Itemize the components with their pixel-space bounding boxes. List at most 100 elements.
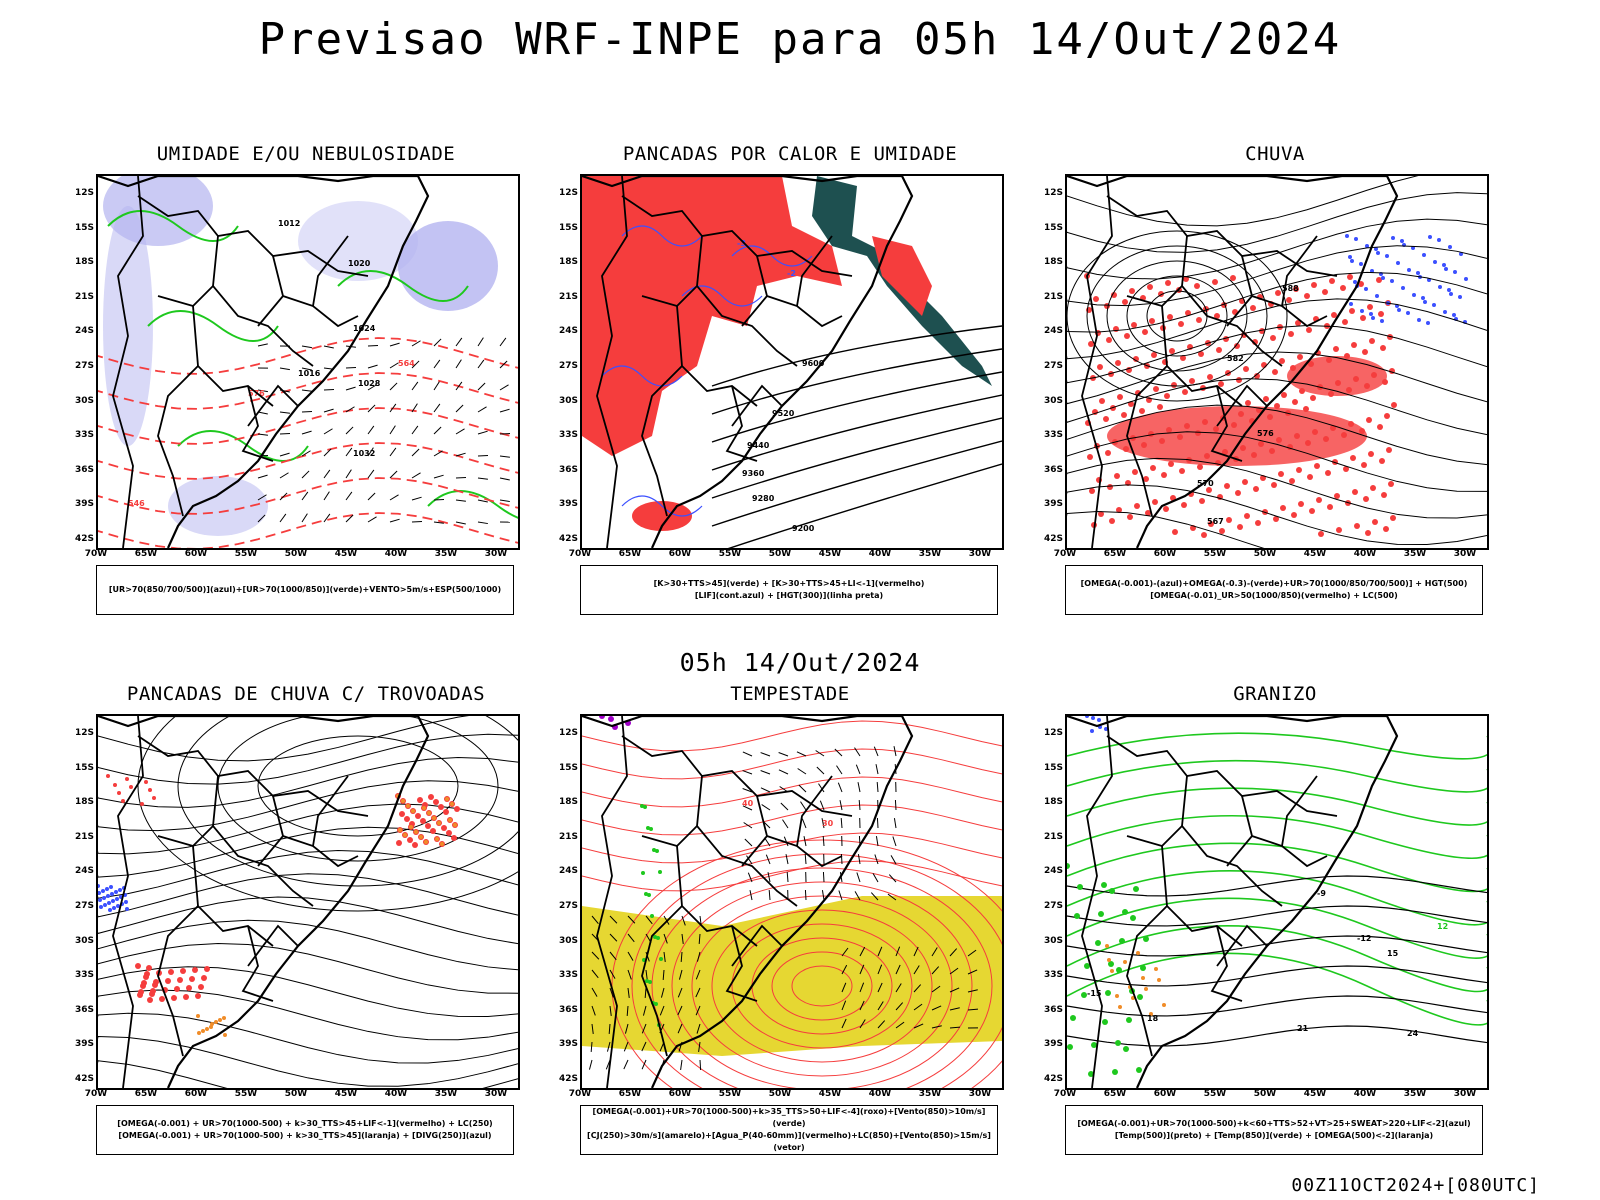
- rain-area: [1386, 447, 1392, 453]
- contour-label: 30: [822, 819, 834, 828]
- rain-area: [1224, 483, 1230, 489]
- omega-area: [1345, 234, 1349, 238]
- panel-title: UMIDADE E/OU NEBULOSIDADE: [156, 143, 456, 165]
- streamline: [98, 966, 518, 1017]
- lifted-index-contour: [601, 365, 683, 387]
- rain-area: [1109, 518, 1115, 524]
- rain-area: [1206, 487, 1212, 493]
- rain-area: [1245, 400, 1251, 406]
- wind-vector: [323, 408, 334, 413]
- wind-vector: [301, 513, 308, 523]
- rain-area: [1333, 346, 1339, 352]
- political-border: [257, 775, 349, 867]
- wind-vector: [345, 514, 354, 523]
- rain-area: [1150, 465, 1156, 471]
- wind-vector: [411, 381, 419, 391]
- wind-vector: [913, 984, 922, 993]
- thunderstorm-area: [152, 796, 156, 800]
- rain-area: [1142, 329, 1148, 335]
- political-border: [241, 925, 274, 1002]
- wind-vector: [818, 783, 825, 793]
- lon-tick-label: 45W: [1303, 549, 1327, 559]
- contour-label: 9600: [802, 359, 825, 368]
- wind-vector: [768, 889, 771, 901]
- rain-area: [1255, 520, 1261, 526]
- temp-850-contour: [1081, 992, 1087, 998]
- political-border: [1181, 235, 1283, 367]
- rain-area: [1093, 296, 1099, 302]
- wind-vector: [499, 455, 510, 458]
- thunderstorm-orange: [398, 828, 402, 832]
- wind-vector: [804, 853, 807, 865]
- wind-vector: [760, 752, 771, 757]
- rain-area: [1271, 482, 1277, 488]
- rain-area: [1168, 461, 1174, 467]
- lat-tick-label: 36S: [74, 1004, 94, 1015]
- rain-area: [1288, 331, 1294, 337]
- thunderstorm-area: [129, 785, 133, 789]
- rain-area: [1089, 488, 1095, 494]
- temp-850-contour: [1098, 911, 1104, 917]
- rain-area: [1116, 507, 1122, 513]
- thunderstorm-area: [430, 828, 436, 834]
- rain-area: [1253, 486, 1259, 492]
- thunderstorm-area: [198, 984, 204, 990]
- panel-legend: [OMEGA(-0.001)+UR>70(1000-500)+k<60+TTS>…: [1065, 1105, 1483, 1155]
- omega-area: [1433, 260, 1437, 264]
- wind-vector: [949, 1007, 960, 1011]
- hail-area: [1104, 727, 1108, 731]
- wind-vector: [257, 343, 268, 347]
- rain-area: [1169, 348, 1175, 354]
- wind-vector: [367, 425, 375, 435]
- rain-area: [1354, 523, 1360, 529]
- temp-850-contour: [1067, 787, 1487, 826]
- rain-area: [1145, 510, 1151, 516]
- rain-area: [1147, 284, 1153, 290]
- thunderstorm-orange: [414, 830, 418, 834]
- rain-area: [1235, 490, 1241, 496]
- political-border: [1106, 735, 1338, 817]
- coastline: [1067, 716, 1399, 1088]
- wind-vector: [389, 470, 398, 479]
- temp-850-contour: [1108, 961, 1114, 967]
- omega-area: [1365, 244, 1369, 248]
- wind-vector: [838, 890, 843, 901]
- wind-vector: [591, 951, 600, 960]
- omega-500-area: [1123, 960, 1127, 964]
- divergence-area: [112, 906, 116, 910]
- political-border: [596, 716, 628, 1088]
- lat-tick-label: 42S: [1043, 1074, 1063, 1084]
- rain-area: [1273, 516, 1279, 522]
- lifted-index-contour: [621, 225, 703, 247]
- map-frame: 40 30: [580, 714, 1004, 1090]
- omega-area: [1438, 285, 1442, 289]
- wind-vector: [477, 337, 484, 347]
- omega-area: [1442, 263, 1446, 267]
- rain-area: [1280, 505, 1286, 511]
- thunderstorm-orange: [411, 809, 415, 813]
- rain-area: [1281, 392, 1287, 398]
- panel-legend: [OMEGA(-0.001)+UR>70(1000-500)+k>35_TTS>…: [580, 1105, 998, 1155]
- wind-vector: [760, 770, 771, 775]
- wind-vector: [477, 477, 488, 480]
- page-title: Previsao WRF-INPE para 05h 14/Out/2024: [258, 14, 1342, 65]
- wind-vector: [411, 472, 421, 479]
- wind-vector: [785, 854, 789, 865]
- lon-tick-label: 40W: [1353, 549, 1377, 559]
- lon-tick-label: 55W: [234, 1089, 258, 1099]
- wind-vector: [389, 362, 399, 369]
- lat-tick-label: 42S: [558, 534, 578, 544]
- contour-label: 567: [1207, 517, 1224, 526]
- streamline: [1067, 192, 1487, 253]
- humidity-area: [168, 476, 268, 536]
- temp-850-contour: [1119, 938, 1125, 944]
- wind-vector: [681, 915, 686, 926]
- legend-line: [UR>70(850/700/500)](azul)+[UR>70(1000/8…: [108, 585, 502, 594]
- wind-vector: [645, 915, 653, 925]
- wind-vector: [873, 746, 879, 757]
- hail-area: [1097, 718, 1101, 722]
- rain-area: [1178, 321, 1184, 327]
- streamline: [98, 780, 518, 832]
- map-canvas: [98, 716, 518, 1088]
- thunderstorm-area: [454, 806, 460, 812]
